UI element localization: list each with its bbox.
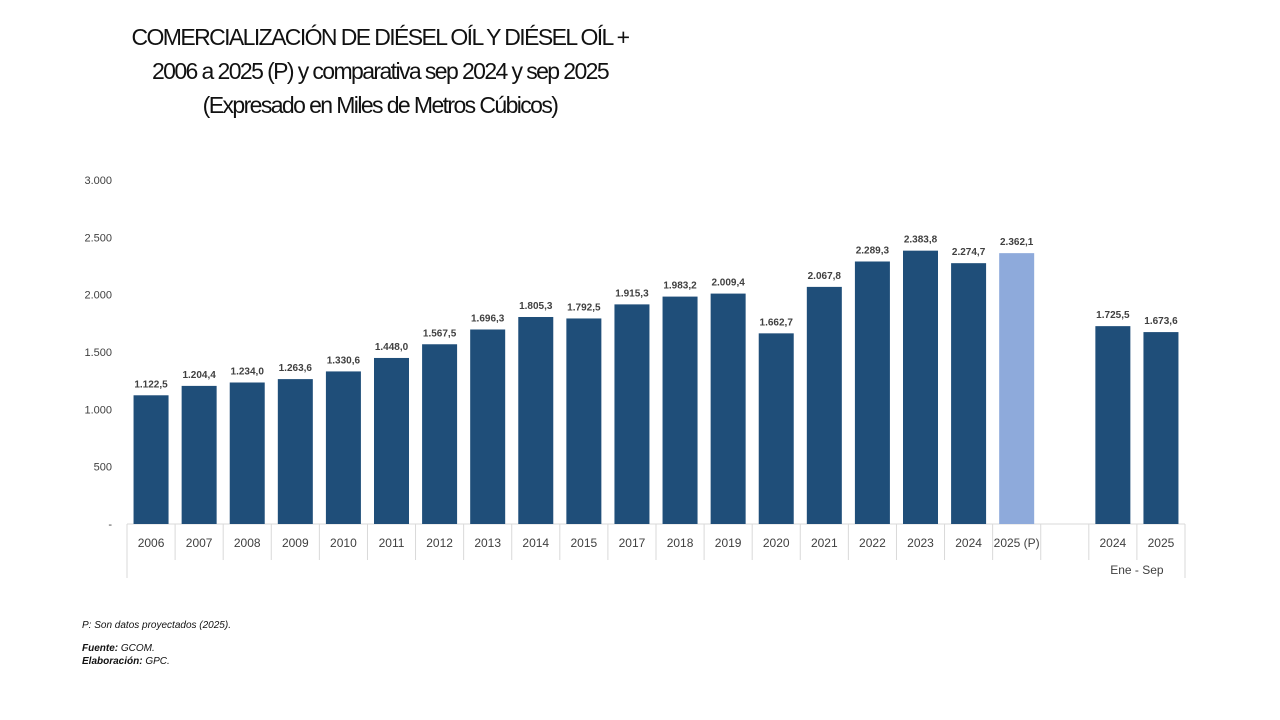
elaboration-note: Elaboración: GPC. [82,656,170,667]
y-tick-label: 1.500 [84,347,112,359]
bar [854,261,890,524]
x-tick-label: 2022 [859,536,886,550]
x-tick-label: 2009 [282,536,309,550]
bar [229,382,265,524]
bar [999,253,1035,524]
bar-value-label: 1.234,0 [231,367,265,378]
elaboration-value: GPC. [142,656,170,667]
bar-value-label: 2.009,4 [711,278,745,289]
y-tick-label: - [108,519,112,531]
bar-value-label: 1.696,3 [471,313,505,324]
bar-chart: - 500 1.000 1.500 2.000 2.500 3.000 1.122,5 2006… [84,175,1186,578]
bar-value-label: 1.204,4 [182,370,216,381]
bar-value-label: 2.383,8 [904,235,938,246]
elaboration-label: Elaboración: [82,656,143,667]
bar-value-label: 1.263,6 [279,363,313,374]
bar-value-label: 1.725,5 [1096,310,1130,321]
x-tick-label: 2019 [715,536,742,550]
y-tick-label: 2.500 [84,232,112,244]
bar [374,357,409,524]
x-tick-label: 2007 [186,536,213,550]
x-tick-label: 2017 [619,536,646,550]
bar-value-label: 1.805,3 [519,301,553,312]
bar-value-label: 1.673,6 [1144,316,1178,327]
bar [951,263,987,524]
bar [903,250,938,524]
title-line-3: (Expresado en Miles de Metros Cúbicos) [202,92,559,118]
bar-value-label: 2.289,3 [856,245,890,256]
projection-note: P: Son datos proyectados (2025). [82,620,231,631]
bar [133,395,169,524]
x-tick-label: 2010 [330,536,357,550]
x-tick-label: 2024 [955,536,982,550]
bar [181,385,217,524]
bar [710,293,746,524]
bar-value-label: 2.274,7 [952,247,986,258]
y-tick-label: 1.000 [84,404,112,416]
x-tick-label: 2021 [811,536,838,550]
y-tick-label: 500 [94,462,112,474]
bar-value-label: 2.067,8 [808,271,842,282]
x-tick-label: 2020 [763,536,790,550]
bar-value-label: 1.915,3 [615,288,649,299]
x-tick-label: 2015 [571,536,598,550]
bar-value-label: 1.567,5 [423,328,457,339]
x-tick-label: 2013 [474,536,501,550]
bar [614,304,650,524]
x-tick-label: 2008 [234,536,261,550]
x-tick-label: 2025 (P) [994,536,1040,550]
group-label: Ene - Sep [1110,563,1164,577]
y-tick-label: 3.000 [84,175,112,187]
title-line-2: 2006 a 2025 (P) y comparativa sep 2024 y… [151,58,610,84]
y-tick-label: 2.000 [84,290,112,302]
bar [518,316,554,524]
x-tick-label: 2018 [667,536,694,550]
bar-value-label: 1.330,6 [327,355,361,366]
bar [470,329,506,524]
x-tick-label: 2006 [138,536,165,550]
x-tick-label: 2011 [379,536,405,550]
bar [662,296,698,524]
bar-value-label: 2.362,1 [1000,237,1034,248]
source-value: GCOM. [118,643,155,654]
title-line-1: COMERCIALIZACIÓN DE DIÉSEL OÍL Y DIÉSEL … [131,24,630,50]
x-tick-label: 2014 [522,536,549,550]
bar-value-label: 1.662,7 [760,317,794,328]
bar-value-label: 1.122,5 [134,379,168,390]
bar [566,318,602,524]
chart-title: COMERCIALIZACIÓN DE DIÉSEL OÍL Y DIÉSEL … [90,20,670,122]
bar-value-label: 1.792,5 [567,302,601,313]
bar [277,379,313,524]
bar [1143,332,1179,524]
bar [758,333,794,524]
x-tick-label: 2012 [426,536,453,550]
x-tick-label: 2023 [907,536,934,550]
bar [325,371,361,524]
bar [422,344,458,524]
bar [806,286,842,524]
bar-value-label: 1.448,0 [375,342,409,353]
source-label: Fuente: [82,643,119,654]
bar [1095,326,1131,524]
source-note: Fuente: GCOM. [82,643,155,654]
bar-value-label: 1.983,2 [663,281,697,292]
x-tick-label: 2025 [1148,536,1175,550]
x-tick-label: 2024 [1100,536,1127,550]
